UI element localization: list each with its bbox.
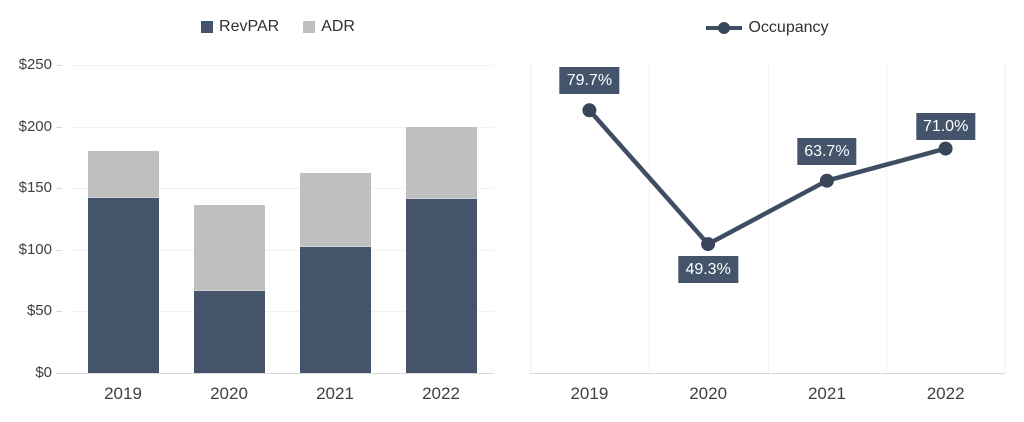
revpar-bar [193,290,265,373]
line-x-axis [530,373,1005,374]
adr-swatch-icon [303,21,316,33]
y-axis-label: $150 [18,179,52,196]
line-chart-gridline [1005,65,1006,373]
y-axis-label: $50 [26,302,52,319]
occupancy-data-point [701,237,716,252]
y-axis-label: $250 [18,56,52,73]
y-axis-tick [56,188,62,189]
occupancy-data-point [819,173,834,188]
occupancy-line-marker-icon [706,21,743,35]
revpar-bar [299,246,371,373]
occupancy-data-label: 79.7% [559,67,620,95]
occupancy-data-label: 71.0% [915,112,976,140]
y-axis-tick [56,311,62,312]
occupancy-line [587,108,948,247]
bar-gridline [70,127,494,128]
bar-gridline [70,311,494,312]
occupancy-data-point [582,103,597,118]
adr-bar [193,205,265,291]
line-chart-gridline [649,65,650,373]
revpar-bar [87,196,159,373]
x-axis-label: 2020 [689,384,728,403]
adr-bar [405,126,477,199]
legend-item-adr: ADR [303,18,355,36]
line-chart-legend: Occupancy [530,17,1005,39]
bar-gridline [70,188,494,189]
legend-dot [718,22,731,34]
x-axis-label: 2022 [926,384,965,403]
adr-bar [87,151,159,197]
occupancy-line-svg [582,103,953,252]
x-axis-label: 2021 [807,384,846,403]
legend-label-adr: ADR [321,18,355,35]
x-axis-label: 2022 [422,384,460,403]
x-axis-label: 2020 [210,384,248,403]
occupancy-data-point [938,141,953,156]
revpar-swatch-icon [201,21,214,33]
occupancy-data-label: 63.7% [797,137,857,165]
line-chart-gridline [530,65,531,373]
adr-bar [299,173,371,247]
legend-item-occupancy: Occupancy [706,19,829,37]
revpar-bar [405,198,477,373]
legend-label-revpar: RevPAR [219,18,280,35]
bar-chart-legend: RevPAR ADR [62,16,494,38]
y-axis-tick [56,250,62,251]
line-chart-gridline [768,65,769,373]
bar-gridline [70,250,494,251]
line-chart-gridline [886,65,887,373]
legend-item-revpar: RevPAR [201,18,279,36]
y-axis-tick [56,127,62,128]
bar-gridline [70,65,494,66]
y-axis-label: $0 [35,364,52,381]
bar-x-axis [62,373,494,374]
y-axis-tick [56,373,62,374]
x-axis-label: 2019 [104,384,142,403]
y-axis-label: $200 [18,118,52,135]
x-axis-label: 2019 [570,384,609,403]
y-axis-tick [56,65,62,66]
y-axis-label: $100 [18,241,52,258]
legend-label-occupancy: Occupancy [748,19,829,36]
x-axis-label: 2021 [316,384,354,403]
occupancy-data-label: 49.3% [678,256,738,284]
